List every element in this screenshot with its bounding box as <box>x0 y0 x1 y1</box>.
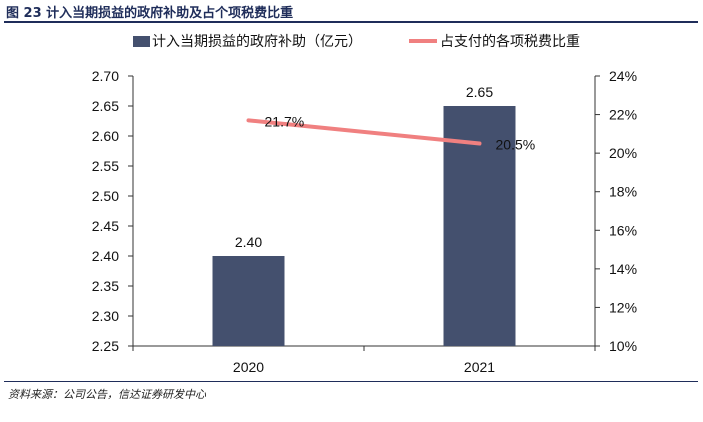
line-point <box>247 119 250 122</box>
combo-chart: 计入当期损益的政府补助（亿元） 占支付的各项税费比重 2.25 2.30 2.35 2.4… <box>92 33 637 375</box>
legend-swatch-bar <box>133 36 150 47</box>
y-left-tick-label: 2.50 <box>92 188 119 204</box>
line-data-label: 21.7% <box>265 113 305 129</box>
y-left-tick-label: 2.55 <box>92 158 119 174</box>
x-tick-label: 2020 <box>233 359 264 375</box>
y-left-tick-label: 2.35 <box>92 278 119 294</box>
source-divider <box>4 381 698 382</box>
figure-title: 图 23 计入当期损益的政府补助及占个项税费比重 <box>6 6 294 21</box>
y-left-tick-label: 2.25 <box>92 338 119 354</box>
line-point <box>478 142 481 145</box>
bar-data-label: 2.40 <box>235 234 262 250</box>
bar <box>212 256 285 346</box>
y-right-tick-label: 24% <box>609 68 637 84</box>
y-left-tick-label: 2.30 <box>92 308 119 324</box>
legend-label-line: 占支付的各项税费比重 <box>440 33 580 49</box>
y-right-tick-label: 16% <box>609 222 637 238</box>
legend-label-bar: 计入当期损益的政府补助（亿元） <box>152 33 362 49</box>
source-note: 资料来源：公司公告，信达证券研发中心 <box>8 388 206 401</box>
x-tick-label: 2021 <box>464 359 495 375</box>
y-right-tick-label: 14% <box>609 261 637 277</box>
line-data-label: 20.5% <box>496 137 536 153</box>
bar-data-label: 2.65 <box>466 84 493 100</box>
y-left-tick-label: 2.45 <box>92 218 119 234</box>
y-left-tick-label: 2.65 <box>92 98 119 114</box>
y-right-tick-label: 12% <box>609 299 637 315</box>
y-left-tick-label: 2.40 <box>92 248 119 264</box>
y-left-tick-label: 2.70 <box>92 68 119 84</box>
y-right-tick-label: 20% <box>609 145 637 161</box>
line-series <box>246 118 482 146</box>
y-right-tick-label: 10% <box>609 338 637 354</box>
y-right-tick-label: 22% <box>609 107 637 123</box>
y-left-tick-label: 2.60 <box>92 128 119 144</box>
y-right-tick-label: 18% <box>609 184 637 200</box>
title-divider <box>4 21 698 23</box>
bar <box>443 106 516 346</box>
